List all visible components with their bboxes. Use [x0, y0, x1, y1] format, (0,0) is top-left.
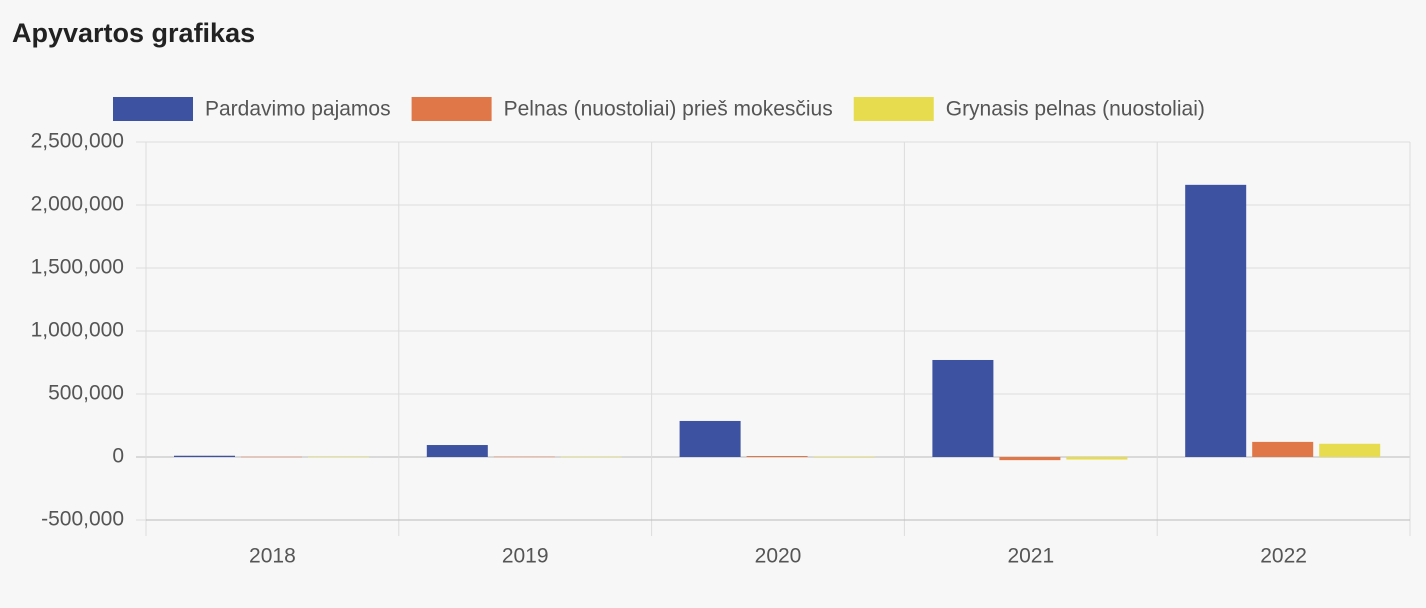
x-tick-label: 2021	[1007, 545, 1054, 568]
bar	[1319, 443, 1381, 457]
bar	[560, 456, 622, 458]
bar	[493, 456, 555, 458]
bar	[1066, 457, 1128, 460]
y-tick-label: 1,500,000	[31, 256, 124, 279]
x-tick-label: 2018	[249, 545, 296, 568]
legend-label: Pelnas (nuostoliai) prieš mokesčius	[504, 98, 833, 121]
chart-title: Apyvartos grafikas	[12, 18, 255, 48]
legend-label: Pardavimo pajamos	[205, 98, 391, 121]
legend-swatch	[113, 97, 193, 121]
bar	[174, 455, 235, 457]
bar	[679, 420, 741, 457]
bar	[426, 445, 488, 457]
y-tick-label: 2,500,000	[31, 130, 124, 153]
bar	[999, 457, 1061, 461]
x-tick-label: 2022	[1260, 545, 1307, 568]
x-tick-label: 2020	[755, 545, 802, 568]
bar	[241, 456, 302, 458]
y-tick-label: 500,000	[48, 382, 124, 405]
y-tick-label: 0	[112, 445, 124, 468]
y-tick-label: 2,000,000	[31, 193, 124, 216]
legend-swatch	[411, 97, 492, 121]
bar	[932, 359, 994, 457]
legend-swatch	[853, 97, 934, 121]
bar	[1252, 441, 1314, 457]
bar	[1185, 184, 1247, 457]
legend-label: Grynasis pelnas (nuostoliai)	[946, 98, 1205, 121]
x-tick-label: 2019	[502, 545, 549, 568]
bar	[308, 456, 369, 458]
bar	[813, 456, 875, 457]
bar	[746, 455, 808, 457]
y-tick-label: 1,000,000	[31, 319, 124, 342]
y-tick-label: -500,000	[41, 508, 124, 531]
